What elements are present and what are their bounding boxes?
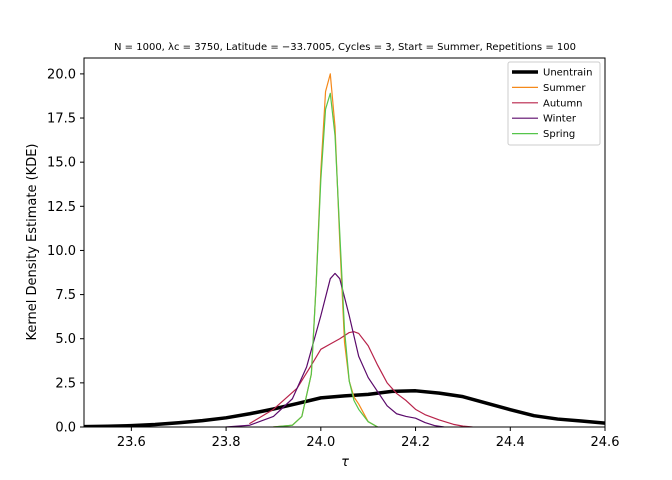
legend-label-winter: Winter (543, 114, 577, 125)
legend-label-spring: Spring (543, 129, 575, 140)
x-tick-label: 23.6 (117, 435, 146, 450)
x-tick-label: 24.4 (496, 435, 525, 450)
y-tick-label: 2.5 (55, 376, 76, 391)
legend-label-unentrain: Unentrain (543, 68, 592, 79)
series-line-autumn (249, 331, 473, 427)
y-tick-label: 5.0 (55, 332, 76, 347)
x-tick-label: 23.8 (212, 435, 241, 450)
y-tick-label: 20.0 (47, 67, 76, 82)
x-axis-label: τ (341, 455, 349, 470)
series-line-unentrain (84, 389, 605, 427)
axes-layer: 23.6 23.8 24.0 24.2 24.4 24.6 0.0 2.5 5.0 7.5 10.0… (47, 57, 620, 450)
y-tick-label: 7.5 (55, 288, 76, 303)
x-tick-label: 24.2 (401, 435, 430, 450)
y-axis-label: Kernel Density Estimate (KDE) (25, 144, 40, 341)
legend-label-autumn: Autumn (543, 98, 583, 109)
x-tick-label: 24.0 (306, 435, 335, 450)
legend-label-summer: Summer (543, 83, 586, 94)
plot-frame (83, 57, 606, 428)
series-line-spring (272, 92, 379, 427)
series-layer (84, 73, 605, 427)
y-tick-label: 15.0 (47, 156, 76, 171)
y-tick-label: 10.0 (47, 244, 76, 259)
y-tick-label: 12.5 (47, 200, 76, 215)
x-tick-label: 24.6 (591, 435, 620, 450)
series-line-winter (225, 272, 445, 427)
legend: Unentrain Summer Autumn Winter Spring (507, 61, 601, 146)
y-tick-label: 17.5 (47, 112, 76, 127)
y-tick-label: 0.0 (55, 421, 76, 436)
legend-box (507, 61, 601, 146)
chart-title: N = 1000, λc = 3750, Latitude = −33.7005… (114, 42, 576, 53)
